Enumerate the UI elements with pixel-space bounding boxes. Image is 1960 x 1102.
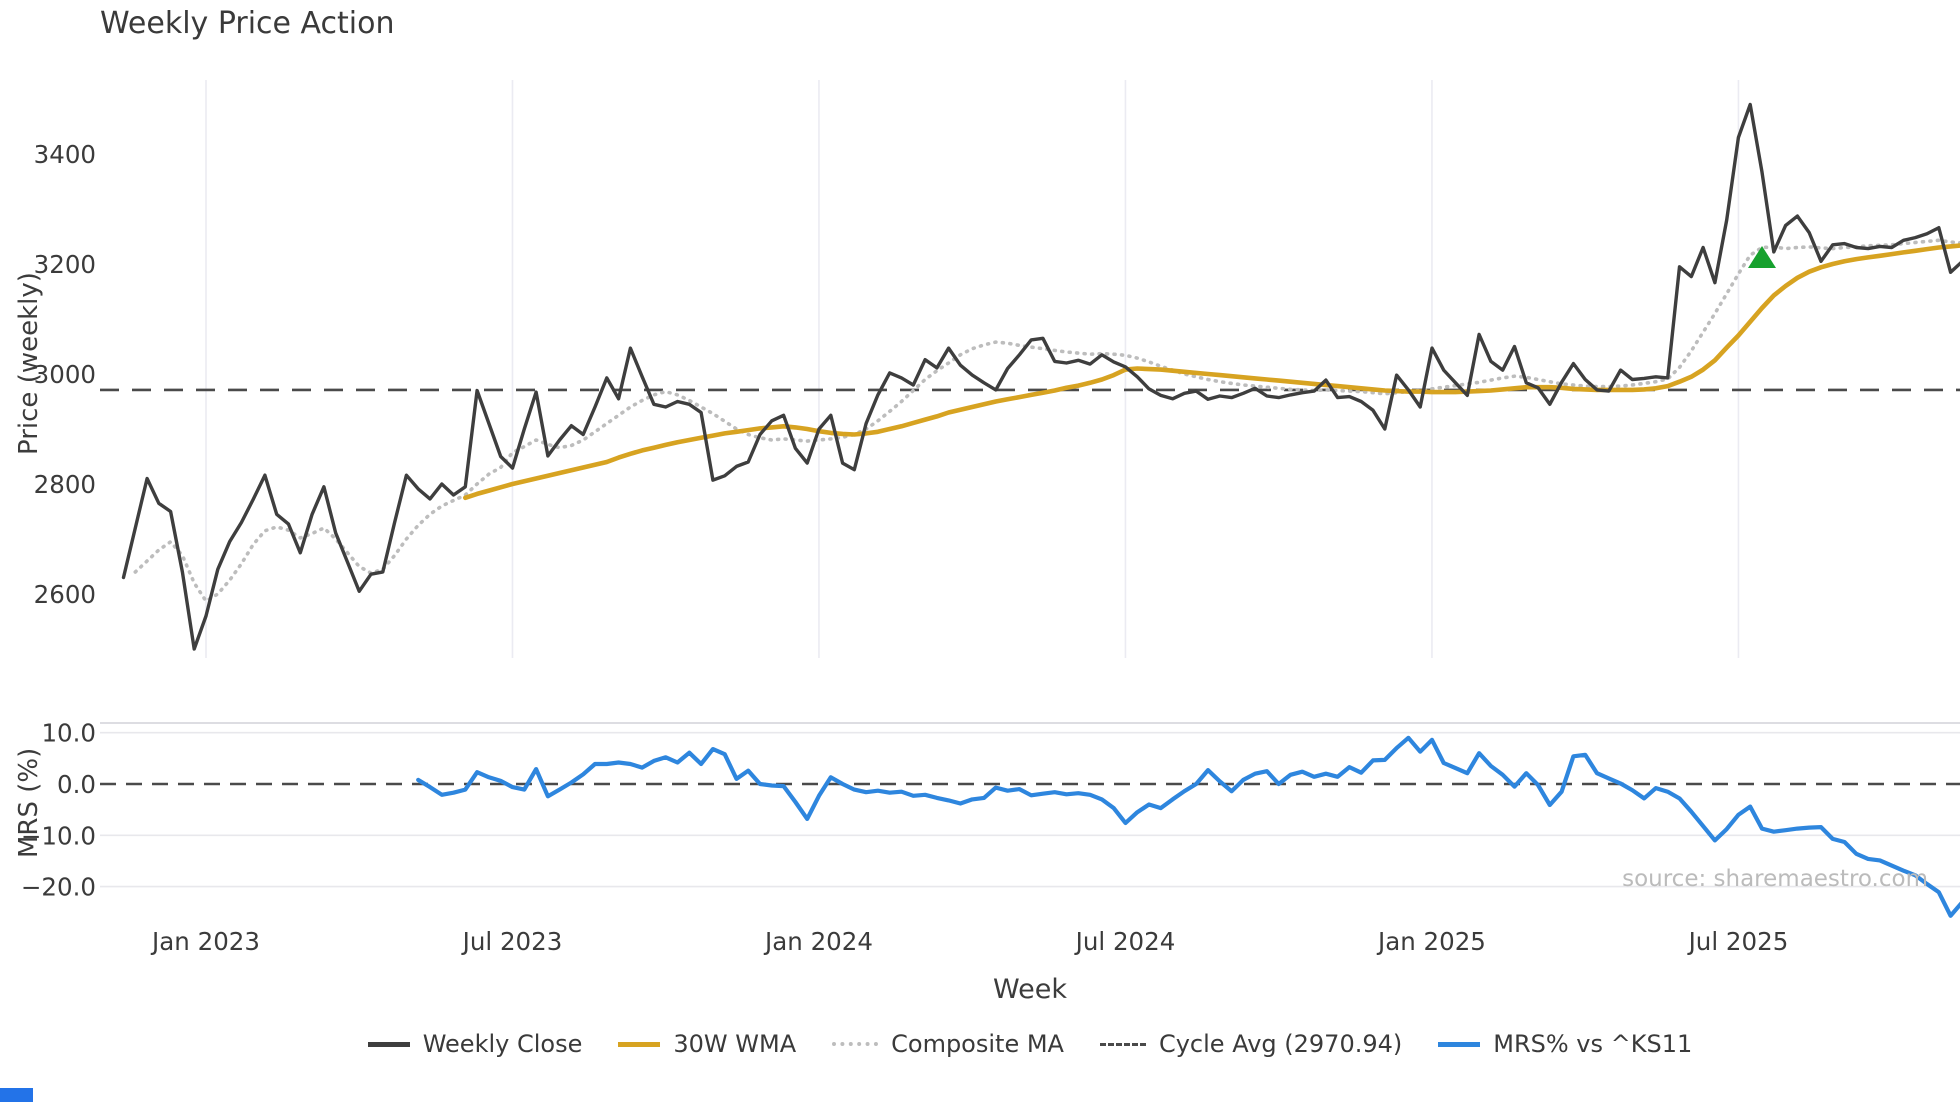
mrs-ytick-label: −20.0	[21, 873, 96, 902]
x-tick-label: Jul 2025	[1687, 927, 1789, 956]
page-title: Weekly Price Action	[100, 6, 395, 41]
cycle-avg-line-swatch	[1099, 1042, 1146, 1046]
legend-item-mrs: MRS% vs ^KS11	[1438, 1030, 1692, 1058]
mrs-ytick-label: −10.0	[21, 821, 96, 850]
composite-ma-line-swatch	[832, 1042, 879, 1046]
price-ytick-label: 2800	[34, 470, 96, 499]
composite-ma-line	[133, 238, 1960, 603]
legend-item-composite-ma: Composite MA	[832, 1030, 1064, 1058]
weekly-close-line	[121, 102, 1960, 651]
legend-label: Composite MA	[891, 1030, 1064, 1058]
price-ytick-label: 3400	[34, 140, 96, 169]
mrs-line-swatch	[1438, 1041, 1481, 1047]
price-ytick-label: 2600	[34, 580, 96, 609]
x-tick-label: Jul 2024	[1074, 927, 1176, 956]
legend-label: 30W WMA	[673, 1030, 797, 1058]
legend-label: MRS% vs ^KS11	[1493, 1030, 1693, 1058]
legend: Weekly Close 30W WMA Composite MA Cycle …	[100, 1030, 1960, 1058]
mrs-line	[416, 735, 1960, 918]
legend-item-weekly-close: Weekly Close	[367, 1030, 583, 1058]
mrs-ytick-label: 10.0	[41, 719, 96, 748]
legend-item-cycle-avg: Cycle Avg (2970.94)	[1099, 1030, 1403, 1058]
x-tick-label: Jul 2023	[461, 927, 563, 956]
x-tick-label: Jan 2025	[1376, 927, 1486, 956]
price-ytick-label: 3200	[34, 250, 96, 279]
weekly-close-line-swatch	[367, 1041, 410, 1047]
source-note: source: sharemaestro.com	[1622, 866, 1928, 892]
buy-signal-marker	[1748, 245, 1777, 268]
price-ytick-label: 3000	[34, 360, 96, 389]
legend-label: Weekly Close	[422, 1030, 583, 1058]
legend-label: Cycle Avg (2970.94)	[1158, 1030, 1403, 1058]
x-tick-label: Jan 2024	[763, 927, 873, 956]
bottom-left-blue-mark	[0, 1088, 33, 1102]
legend-item-30w-wma: 30W WMA	[618, 1030, 796, 1058]
x-tick-label: Jan 2023	[150, 927, 260, 956]
x-axis-label: Week	[993, 974, 1067, 1005]
wma-line-swatch	[618, 1041, 661, 1047]
mrs-ytick-label: 0.0	[57, 770, 96, 799]
wma-30w-line	[462, 243, 1960, 501]
